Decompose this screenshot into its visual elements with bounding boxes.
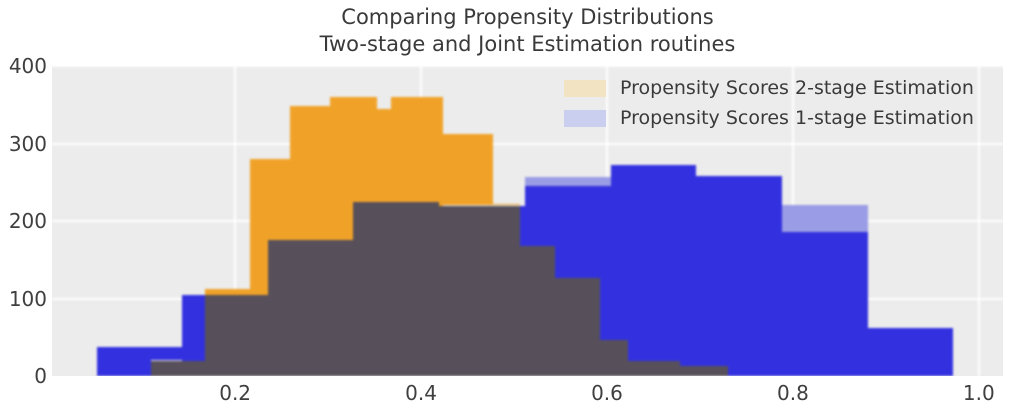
bar-overlap	[438, 205, 444, 376]
bar-2stage	[205, 289, 250, 295]
legend: Propensity Scores 2-stage Estimation Pro…	[564, 78, 974, 138]
y-tick-label-300: 300	[8, 131, 47, 156]
bar-overlap	[377, 201, 392, 376]
bar-overlap	[599, 339, 611, 376]
x-tick-label-0.4: 0.4	[405, 381, 437, 405]
histogram-layer	[52, 66, 1003, 376]
x-tick-label-0.8: 0.8	[776, 381, 809, 405]
bar-overlap	[391, 201, 439, 376]
bar-1stage	[554, 186, 600, 278]
y-tick-label-0: 0	[34, 364, 47, 388]
bar-overlap	[205, 294, 250, 376]
legend-swatch-1stage	[564, 109, 606, 127]
bar-overlap	[150, 360, 183, 376]
legend-swatch-2stage	[564, 79, 606, 97]
legend-label-2stage: Propensity Scores 2-stage Estimation	[620, 77, 974, 99]
legend-label-1stage: Propensity Scores 1-stage Estimation	[620, 107, 974, 129]
bar-1stage	[96, 346, 151, 376]
bar-overlap	[182, 360, 206, 376]
bar-2stage	[443, 134, 493, 206]
bar-overlap	[680, 365, 697, 376]
bar-2stage	[377, 108, 392, 202]
gridline-x-1	[977, 66, 980, 376]
bar-overlap	[610, 339, 629, 376]
legend-item-2stage: Propensity Scores 2-stage Estimation	[564, 78, 974, 98]
plot-area	[52, 66, 1003, 376]
bar-2stage	[391, 97, 439, 202]
bar-1stage	[628, 165, 681, 362]
bar-overlap	[492, 205, 520, 376]
x-tick-label-1.0: 1.0	[962, 381, 995, 405]
bar-1stage	[182, 294, 206, 361]
bar-overlap	[353, 201, 378, 376]
bar-1stage-light-cap	[525, 176, 611, 187]
bar-1stage	[610, 165, 629, 340]
bar-1stage	[150, 346, 183, 361]
x-tick-label-0.2: 0.2	[219, 381, 252, 405]
bar-overlap	[628, 361, 681, 376]
x-tick-label-0.6: 0.6	[591, 381, 623, 405]
bar-1stage	[727, 176, 782, 376]
bar-2stage	[289, 106, 330, 241]
bar-2stage	[267, 159, 290, 241]
bar-overlap	[525, 245, 555, 376]
legend-item-1stage: Propensity Scores 1-stage Estimation	[564, 108, 974, 128]
y-tick-label-400: 400	[8, 54, 47, 78]
bar-1stage	[519, 205, 526, 246]
bar-overlap	[696, 365, 728, 376]
y-tick-label-200: 200	[8, 209, 47, 233]
bar-1stage-light-cap	[781, 204, 869, 232]
bar-2stage	[250, 159, 268, 295]
bar-1stage	[868, 327, 953, 376]
chart-title-line1: Comparing Propensity Distributions	[341, 5, 714, 29]
bar-2stage	[438, 97, 444, 206]
gridline-y-300	[52, 142, 1003, 145]
bar-overlap	[267, 240, 290, 376]
bar-overlap	[443, 205, 493, 376]
bar-1stage	[525, 186, 555, 246]
bar-overlap	[554, 277, 600, 376]
bar-overlap	[329, 240, 354, 376]
bar-1stage	[781, 231, 869, 376]
chart-title: Comparing Propensity Distributions Two-s…	[52, 4, 1003, 58]
gridline-x-0.2	[234, 66, 237, 376]
bar-2stage	[329, 97, 354, 241]
y-tick-label-100: 100	[8, 286, 47, 311]
gridline-y-400	[52, 66, 1003, 67]
bar-2stage	[353, 97, 378, 202]
bar-1stage	[680, 165, 697, 366]
chart-title-line2: Two-stage and Joint Estimation routines	[319, 32, 736, 56]
bar-2stage	[492, 203, 520, 206]
bar-overlap	[289, 240, 330, 376]
bar-overlap	[250, 294, 268, 376]
bar-1stage	[696, 176, 728, 366]
bar-1stage	[599, 186, 611, 340]
bar-overlap	[519, 245, 526, 376]
